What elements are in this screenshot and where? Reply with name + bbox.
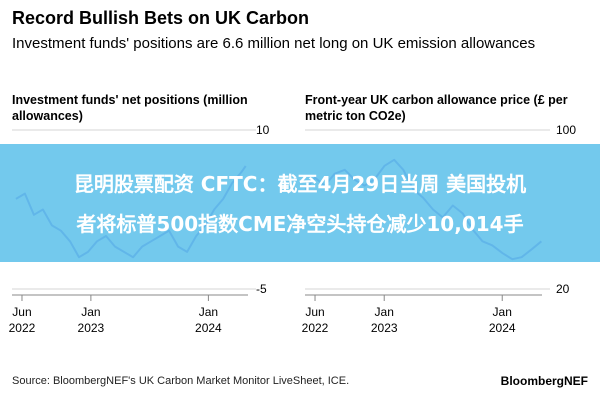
x-tick-label: 2022 <box>9 321 36 335</box>
x-tick-label: 2024 <box>195 321 222 335</box>
banner-line-1: 昆明股票配资 CFTC：截至4月29日当周 美国投机 <box>73 172 527 196</box>
source-note: Source: BloombergNEF's UK Carbon Market … <box>12 375 350 387</box>
y-tick-label: -5 <box>256 282 267 296</box>
right-panel-title: Front-year UK carbon allowance price (£ … <box>305 93 568 123</box>
x-tick-label: Jan <box>493 305 512 319</box>
x-tick-label: Jan <box>199 305 218 319</box>
overlay-banner <box>0 144 600 262</box>
x-tick-label: 2023 <box>371 321 398 335</box>
x-tick-label: Jan <box>81 305 100 319</box>
x-tick-label: Jan <box>375 305 394 319</box>
brand-logo: BloombergNEF <box>500 374 588 388</box>
x-tick-label: Jun <box>305 305 324 319</box>
y-tick-label: 10 <box>256 123 270 137</box>
x-tick-label: 2024 <box>489 321 516 335</box>
left-panel-title: Investment funds' net positions (million… <box>12 93 248 123</box>
x-tick-label: 2023 <box>78 321 105 335</box>
banner-line-2: 者将标普500指数CME净空头持仓减少10,014手 <box>76 212 524 236</box>
chart-title: Record Bullish Bets on UK Carbon <box>12 8 310 28</box>
y-tick-label: 100 <box>556 123 576 137</box>
x-tick-label: Jun <box>12 305 31 319</box>
y-tick-label: 20 <box>556 282 570 296</box>
x-tick-label: 2022 <box>302 321 329 335</box>
chart-subtitle: Investment funds' positions are 6.6 mill… <box>12 35 536 52</box>
